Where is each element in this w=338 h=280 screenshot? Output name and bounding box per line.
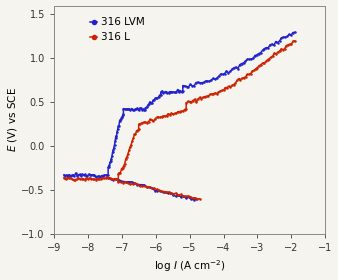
Legend: 316 LVM, 316 L: 316 LVM, 316 L <box>86 13 149 46</box>
316 L <box>293 39 297 43</box>
316 LVM <box>126 107 130 111</box>
316 L <box>216 90 220 94</box>
316 LVM <box>62 173 66 176</box>
316 L <box>250 69 255 73</box>
316 L <box>132 133 137 136</box>
Y-axis label: $E$ (V) vs SCE: $E$ (V) vs SCE <box>5 87 19 152</box>
X-axis label: log $I$ (A cm$^{-2}$): log $I$ (A cm$^{-2}$) <box>153 259 225 274</box>
316 LVM <box>98 175 102 178</box>
316 L <box>184 101 188 105</box>
316 LVM <box>148 100 152 104</box>
316 LVM <box>159 91 163 94</box>
316 LVM <box>206 80 210 83</box>
316 LVM <box>217 74 221 78</box>
316 LVM <box>293 31 297 34</box>
Line: 316 LVM: 316 LVM <box>63 31 296 178</box>
316 L <box>62 176 66 179</box>
316 L <box>116 179 120 182</box>
316 LVM <box>259 51 263 54</box>
316 L <box>176 110 180 113</box>
316 L <box>145 121 149 124</box>
Line: 316 L: 316 L <box>63 40 296 182</box>
